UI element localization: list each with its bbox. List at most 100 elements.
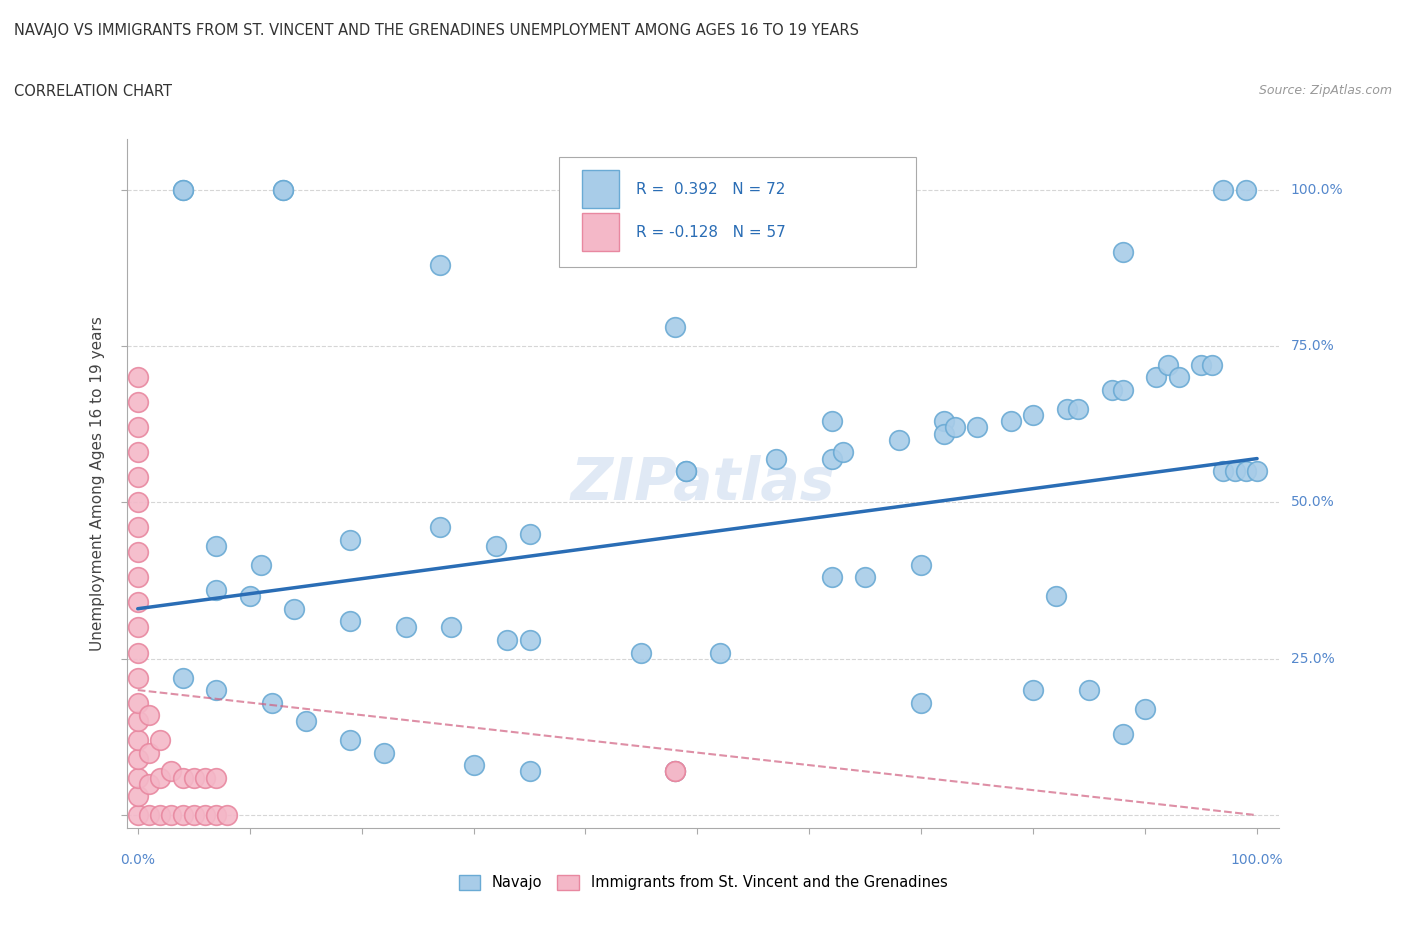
Text: 50.0%: 50.0% xyxy=(1291,496,1334,510)
Point xyxy=(183,770,205,785)
Point xyxy=(1201,357,1223,372)
Point xyxy=(395,620,418,635)
Point xyxy=(239,589,262,604)
Point xyxy=(127,645,149,660)
Text: 100.0%: 100.0% xyxy=(1230,853,1284,867)
FancyBboxPatch shape xyxy=(558,157,917,267)
Point xyxy=(127,770,149,785)
Point xyxy=(183,808,205,823)
Point xyxy=(138,745,160,760)
Point xyxy=(1000,414,1022,429)
Point xyxy=(127,520,149,535)
Point xyxy=(675,464,697,479)
Point xyxy=(127,733,149,748)
Point xyxy=(127,695,149,710)
Point xyxy=(440,620,463,635)
Point xyxy=(1022,407,1045,422)
Point xyxy=(664,764,686,778)
Text: 75.0%: 75.0% xyxy=(1291,339,1334,353)
Point xyxy=(496,632,519,647)
Point xyxy=(821,451,844,466)
Point xyxy=(339,614,361,629)
Point xyxy=(271,182,294,197)
Point xyxy=(630,645,652,660)
Point xyxy=(138,708,160,723)
Point xyxy=(1246,464,1268,479)
Point xyxy=(1223,464,1246,479)
Point xyxy=(127,595,149,610)
Text: Source: ZipAtlas.com: Source: ZipAtlas.com xyxy=(1258,84,1392,97)
Point xyxy=(853,570,876,585)
Point xyxy=(127,570,149,585)
Point xyxy=(664,320,686,335)
Point xyxy=(1212,464,1234,479)
Point xyxy=(127,495,149,510)
Point xyxy=(127,470,149,485)
Point xyxy=(127,395,149,410)
Point xyxy=(127,789,149,804)
Point xyxy=(205,582,228,597)
FancyBboxPatch shape xyxy=(582,214,619,251)
Point xyxy=(519,632,541,647)
Text: CORRELATION CHART: CORRELATION CHART xyxy=(14,84,172,99)
Point xyxy=(519,526,541,541)
Text: R = -0.128   N = 57: R = -0.128 N = 57 xyxy=(636,225,786,240)
Point xyxy=(172,808,194,823)
Point xyxy=(127,545,149,560)
Point xyxy=(205,770,228,785)
Point xyxy=(765,451,787,466)
Point xyxy=(160,764,183,778)
Point xyxy=(821,570,844,585)
Point xyxy=(910,695,932,710)
Point xyxy=(172,182,194,197)
Point xyxy=(966,419,988,434)
Point xyxy=(127,751,149,766)
Point xyxy=(1189,357,1212,372)
Point xyxy=(932,426,955,441)
FancyBboxPatch shape xyxy=(582,170,619,208)
Point xyxy=(194,770,217,785)
Point xyxy=(194,808,217,823)
Point xyxy=(1167,370,1189,385)
Point xyxy=(1078,683,1101,698)
Point xyxy=(160,808,183,823)
Point xyxy=(339,533,361,548)
Point xyxy=(127,419,149,434)
Point xyxy=(260,695,283,710)
Point xyxy=(1234,464,1257,479)
Text: R =  0.392   N = 72: R = 0.392 N = 72 xyxy=(636,181,786,196)
Point xyxy=(127,370,149,385)
Point xyxy=(339,733,361,748)
Point xyxy=(709,645,731,660)
Point xyxy=(127,445,149,459)
Point xyxy=(149,733,172,748)
Point xyxy=(127,808,149,823)
Point xyxy=(429,258,451,272)
Text: 25.0%: 25.0% xyxy=(1291,652,1334,666)
Legend: Navajo, Immigrants from St. Vincent and the Grenadines: Navajo, Immigrants from St. Vincent and … xyxy=(453,869,953,897)
Point xyxy=(172,770,194,785)
Point xyxy=(675,464,697,479)
Point xyxy=(664,764,686,778)
Point xyxy=(138,808,160,823)
Point xyxy=(283,602,305,617)
Point xyxy=(149,770,172,785)
Text: ZIPatlas: ZIPatlas xyxy=(571,455,835,512)
Point xyxy=(1112,245,1135,259)
Point xyxy=(127,620,149,635)
Point xyxy=(821,414,844,429)
Point xyxy=(217,808,239,823)
Point xyxy=(832,445,855,459)
Text: 100.0%: 100.0% xyxy=(1291,182,1343,196)
Point xyxy=(205,538,228,553)
Point xyxy=(1112,382,1135,397)
Text: NAVAJO VS IMMIGRANTS FROM ST. VINCENT AND THE GRENADINES UNEMPLOYMENT AMONG AGES: NAVAJO VS IMMIGRANTS FROM ST. VINCENT AN… xyxy=(14,23,859,38)
Point xyxy=(1022,683,1045,698)
Point xyxy=(485,538,508,553)
Point xyxy=(1133,701,1156,716)
Point xyxy=(1234,182,1257,197)
Point xyxy=(138,777,160,791)
Point xyxy=(250,557,273,572)
Point xyxy=(664,764,686,778)
Point xyxy=(127,714,149,729)
